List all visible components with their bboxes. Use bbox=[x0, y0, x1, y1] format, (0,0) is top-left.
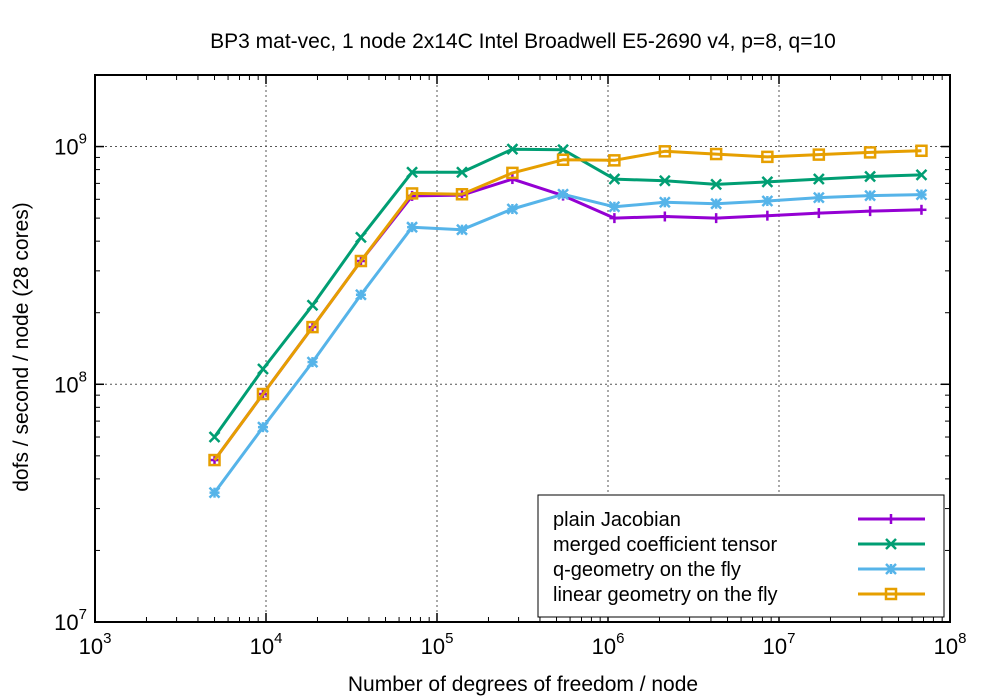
data-point bbox=[406, 221, 418, 234]
data-point bbox=[306, 299, 319, 312]
y-tick-labels: 107 108 109 bbox=[54, 131, 87, 635]
data-point bbox=[864, 189, 876, 202]
data-point bbox=[884, 587, 898, 601]
series-linear-geometry-on-the-fly bbox=[208, 144, 928, 467]
plot-frame bbox=[94, 74, 951, 623]
data-point bbox=[306, 320, 319, 334]
data-point bbox=[354, 254, 368, 268]
data-point bbox=[658, 145, 672, 158]
data-point bbox=[658, 174, 671, 187]
chart-title: BP3 mat-vec, 1 node 2x14C Intel Broadwel… bbox=[210, 30, 836, 53]
legend-label: linear geometry on the fly bbox=[553, 584, 778, 606]
data-point bbox=[506, 203, 519, 215]
legend-item: merged coefficient tensor bbox=[553, 534, 925, 556]
x-tick-label: 108 bbox=[934, 630, 967, 659]
legend-label: plain Jacobian bbox=[553, 509, 681, 531]
data-point bbox=[208, 453, 221, 467]
data-point bbox=[865, 206, 876, 217]
data-point bbox=[885, 538, 897, 550]
data-point bbox=[710, 197, 723, 210]
x-tick-label: 107 bbox=[763, 630, 796, 659]
data-point bbox=[608, 154, 621, 167]
data-series bbox=[208, 143, 928, 499]
legend-item: q-geometry on the fly bbox=[553, 559, 925, 581]
data-point bbox=[557, 188, 569, 201]
y-tick-label: 109 bbox=[54, 131, 87, 160]
data-point bbox=[915, 188, 928, 201]
data-point bbox=[812, 148, 826, 161]
data-point bbox=[885, 563, 897, 575]
x-tick-label: 105 bbox=[421, 630, 454, 659]
data-point bbox=[608, 173, 621, 185]
data-point bbox=[886, 514, 896, 524]
data-point bbox=[915, 169, 928, 181]
x-tick-label: 103 bbox=[79, 630, 112, 659]
data-point bbox=[355, 288, 367, 301]
data-point bbox=[863, 146, 877, 159]
x-tick-labels: 103 104 105 106 107 108 bbox=[79, 630, 967, 659]
data-point bbox=[916, 204, 927, 215]
data-point bbox=[762, 210, 773, 221]
data-point bbox=[659, 211, 670, 222]
data-point bbox=[812, 191, 825, 204]
data-point bbox=[506, 166, 519, 180]
data-point bbox=[556, 153, 570, 167]
y-tick-label: 107 bbox=[54, 606, 87, 635]
data-point bbox=[761, 150, 774, 164]
series-line bbox=[213, 177, 922, 461]
data-point bbox=[658, 196, 671, 209]
y-tick-label: 108 bbox=[54, 368, 87, 397]
series-q-geometry-on-the-fly bbox=[208, 188, 928, 499]
series-line bbox=[213, 149, 922, 461]
data-point bbox=[208, 431, 221, 443]
legend-label: q-geometry on the fly bbox=[553, 559, 741, 581]
data-point bbox=[208, 486, 221, 499]
data-point bbox=[456, 166, 468, 179]
legend-box bbox=[537, 494, 945, 618]
data-point bbox=[813, 208, 824, 219]
legend: plain Jacobian merged coefficient tensor q… bbox=[537, 494, 945, 618]
legend-label: merged coefficient tensor bbox=[553, 534, 778, 556]
data-point bbox=[711, 213, 722, 224]
data-point bbox=[256, 387, 270, 401]
legend-item: linear geometry on the fly bbox=[553, 584, 925, 606]
data-point bbox=[405, 187, 419, 200]
data-point bbox=[355, 231, 367, 244]
data-point bbox=[608, 200, 621, 213]
x-axis-label: Number of degrees of freedom / node bbox=[348, 673, 698, 696]
x-tick-label: 106 bbox=[592, 630, 625, 659]
y-axis-label: dofs / second / node (28 cores) bbox=[10, 202, 33, 492]
data-point bbox=[761, 176, 774, 188]
legend-item: plain Jacobian bbox=[553, 509, 925, 531]
data-point bbox=[915, 144, 928, 158]
data-point bbox=[257, 421, 269, 434]
data-point bbox=[761, 195, 774, 207]
series-line bbox=[213, 192, 922, 494]
data-point bbox=[609, 213, 620, 224]
series-line bbox=[213, 147, 922, 438]
data-point bbox=[257, 363, 269, 375]
data-point bbox=[306, 356, 319, 368]
data-point bbox=[455, 188, 469, 201]
series-merged-coefficient-tensor bbox=[208, 143, 928, 443]
data-point bbox=[710, 178, 723, 191]
data-point bbox=[709, 147, 723, 161]
data-point bbox=[456, 223, 468, 236]
data-point bbox=[506, 143, 519, 156]
data-point bbox=[406, 166, 418, 179]
data-point bbox=[812, 173, 825, 185]
x-tick-label: 104 bbox=[250, 630, 283, 659]
data-point bbox=[557, 143, 569, 156]
data-point bbox=[864, 170, 876, 183]
